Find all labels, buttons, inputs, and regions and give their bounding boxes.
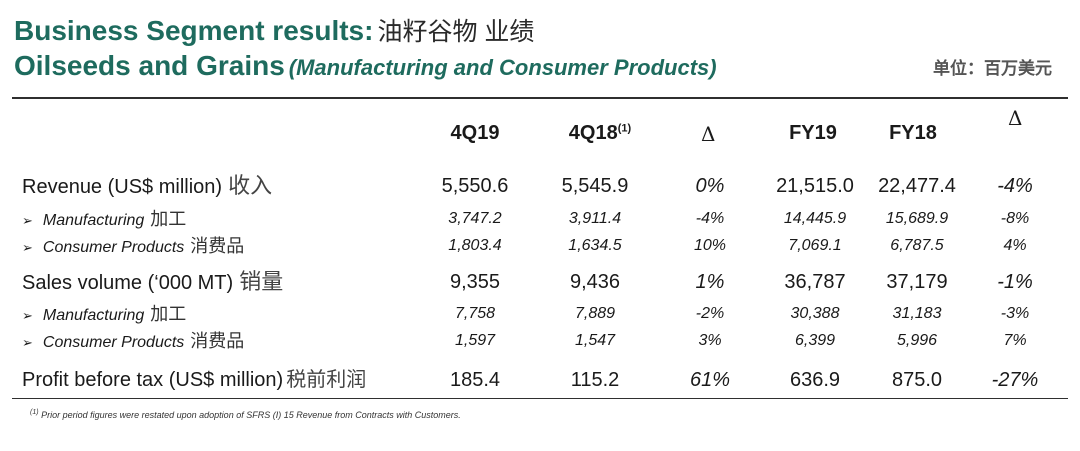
cell-delta-quarter: 0% <box>695 175 725 197</box>
cell-4q18: 1,634.5 <box>568 237 622 254</box>
row-label: ➢ Manufacturing 加工 <box>22 304 187 324</box>
cell-fy18: 6,787.5 <box>890 237 944 254</box>
footnote: (1) Prior period figures were restated u… <box>30 409 461 420</box>
cell-fy19: 21,515.0 <box>776 175 854 197</box>
cell-4q19: 3,747.2 <box>448 210 502 227</box>
cell-4q19: 1,597 <box>454 332 496 349</box>
col-header-fy18: FY18 <box>889 122 937 144</box>
row-label: Revenue (US$ million) 收入 <box>22 173 273 198</box>
cell-delta-quarter: 61% <box>689 369 731 391</box>
cell-4q18: 5,545.9 <box>561 175 629 197</box>
row-label: ➢ Consumer Products 消费品 <box>22 331 245 351</box>
cell-delta-year: -4% <box>997 175 1033 197</box>
cell-delta-year: -8% <box>1000 210 1030 227</box>
cell-4q18: 7,889 <box>574 305 616 322</box>
page-subtitle: Oilseeds and Grains (Manufacturing and Co… <box>14 50 717 82</box>
cell-fy18: 15,689.9 <box>885 210 949 227</box>
row-label: ➢ Manufacturing 加工 <box>22 209 187 229</box>
cell-fy18: 31,183 <box>892 305 942 322</box>
cell-delta-year: -1% <box>997 271 1033 293</box>
cell-4q18: 115.2 <box>570 369 620 391</box>
cell-delta-quarter: -2% <box>695 305 725 322</box>
row-label: Sales volume (‘000 MT) 销量 <box>22 269 284 294</box>
table-row-volume-manufacturing: ➢ Manufacturing 加工 7,758 7,889 -2% 30,388 … <box>0 303 1080 325</box>
cell-4q18: 3,911.4 <box>568 210 622 227</box>
page-title: Business Segment results: 油籽谷物 业绩 <box>14 12 534 48</box>
cell-fy18: 22,477.4 <box>878 175 956 197</box>
row-label: Profit before tax (US$ million) 税前利润 <box>22 369 367 391</box>
cell-delta-year: -3% <box>1000 305 1030 322</box>
row-label: ➢ Consumer Products 消费品 <box>22 236 245 256</box>
cell-delta-year: 7% <box>1003 332 1027 349</box>
footnote-mark: (1) <box>617 122 632 135</box>
cell-4q18: 1,547 <box>574 332 616 349</box>
col-header-delta-quarter: Δ <box>701 122 716 146</box>
cell-4q18: 9,436 <box>569 271 621 293</box>
cell-fy19: 7,069.1 <box>788 237 842 254</box>
cell-fy18: 37,179 <box>886 271 948 293</box>
cell-fy18: 875.0 <box>891 369 943 391</box>
table-row-revenue-manufacturing: ➢ Manufacturing 加工 3,747.2 3,911.4 -4% 14,… <box>0 208 1080 230</box>
cell-fy19: 36,787 <box>784 271 846 293</box>
cell-4q19: 5,550.6 <box>441 175 509 197</box>
col-header-4q19: 4Q19 <box>450 122 500 144</box>
cell-fy19: 6,399 <box>794 332 836 349</box>
bottom-divider <box>12 398 1068 399</box>
title-english: Business Segment results: <box>14 15 374 46</box>
cell-delta-quarter: 1% <box>695 271 725 293</box>
cell-4q19: 9,355 <box>449 271 501 293</box>
top-divider <box>12 97 1068 99</box>
cell-delta-quarter: 3% <box>698 332 722 349</box>
table-row-profit-before-tax: Profit before tax (US$ million) 税前利润 185.… <box>0 366 1080 394</box>
cell-delta-year: -27% <box>991 369 1039 391</box>
footnote-text: Prior period figures were restated upon … <box>41 410 461 420</box>
footnote-mark: (1) <box>30 409 39 416</box>
cell-delta-quarter: -4% <box>695 210 725 227</box>
table-row-volume-consumer-products: ➢ Consumer Products 消费品 1,597 1,547 3% 6,3… <box>0 330 1080 352</box>
table-row-revenue-consumer-products: ➢ Consumer Products 消费品 1,803.4 1,634.5 10… <box>0 235 1080 257</box>
table-row-revenue: Revenue (US$ million) 收入 5,550.6 5,545.9 … <box>0 172 1080 200</box>
cell-delta-year: 4% <box>1003 237 1027 254</box>
cell-4q19: 1,803.4 <box>448 237 502 254</box>
col-header-4q18: 4Q18(1) <box>568 122 632 144</box>
cell-fy18: 5,996 <box>896 332 938 349</box>
cell-fy19: 14,445.9 <box>783 210 847 227</box>
unit-label: 单位：百万美元 <box>933 59 1052 78</box>
cell-4q19: 7,758 <box>454 305 496 322</box>
col-header-delta-year: Δ <box>1008 106 1023 130</box>
cell-4q19: 185.4 <box>449 369 501 391</box>
cell-fy19: 30,388 <box>790 305 840 322</box>
table-row-sales-volume: Sales volume (‘000 MT) 销量 9,355 9,436 1% … <box>0 268 1080 296</box>
subtitle-english: Oilseeds and Grains <box>14 50 285 81</box>
subtitle-parenthetical: (Manufacturing and Consumer Products) <box>288 55 717 80</box>
cell-fy19: 636.9 <box>789 369 841 391</box>
cell-delta-quarter: 10% <box>693 237 727 254</box>
col-header-fy19: FY19 <box>789 122 837 144</box>
title-chinese: 油籽谷物 业绩 <box>377 18 535 46</box>
